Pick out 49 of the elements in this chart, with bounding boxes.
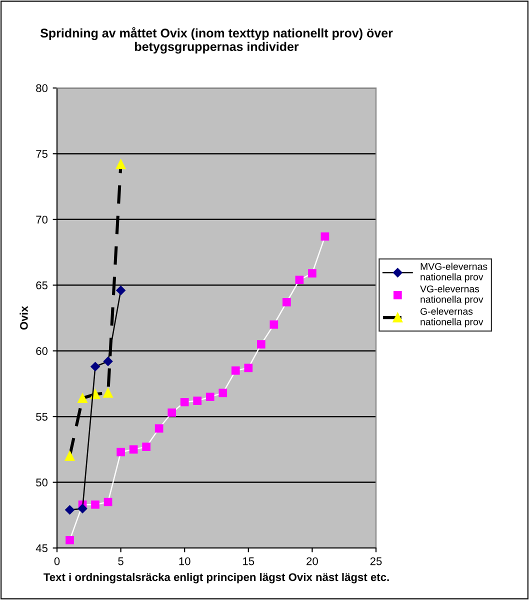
point [154,424,164,433]
y-tick-label: 70 [36,216,48,224]
y-tick-label: 75 [36,150,48,158]
legend-label: VG-elevernas nationella prov [420,285,484,305]
point [78,393,88,404]
point [64,451,75,461]
y-tick-label: 50 [36,478,48,486]
chart-title: Spridning av måttet Ovix (inom texttyp nationellt prov) över betygsgruppernas individer [40,27,393,54]
x-tick-label: 20 [306,557,318,566]
x-tick-label: 5 [118,557,124,566]
y-tick-label: 55 [36,412,48,421]
point [244,364,253,372]
point [180,398,189,406]
point [295,276,304,284]
x-tick-label: 0 [54,557,60,566]
x-tick-label: 25 [370,557,382,566]
legend-label: G-elevernas nationella prov [420,308,484,328]
y-axis-title: Ovix [20,306,28,330]
point [103,356,113,366]
point [116,286,126,296]
point [116,448,125,456]
point [104,498,112,506]
x-axis-title: Text i ordningstalsräcka enligt principen lägst Ovix näst lägst etc. [44,572,389,584]
point [142,442,150,451]
point [65,505,74,515]
point [168,408,176,417]
point [103,388,113,398]
y-tick-label: 65 [36,281,48,290]
point [78,504,88,514]
point [308,269,316,278]
point [90,362,100,372]
point [282,298,291,306]
y-tick-label: 60 [36,347,48,355]
point [193,396,202,405]
point [66,536,74,544]
point [91,500,100,509]
point [218,388,228,398]
legend-label: MVG-elevernas nationella prov [420,262,488,282]
point [206,392,214,402]
y-tick-label: 80 [36,84,48,92]
point [320,232,330,241]
x-tick-label: 15 [243,557,254,566]
y-tick-label: 45 [36,544,48,552]
point [116,159,126,170]
point [270,320,278,329]
point [129,445,138,454]
x-tick-label: 10 [179,557,190,566]
point [231,366,240,375]
point [256,340,266,348]
